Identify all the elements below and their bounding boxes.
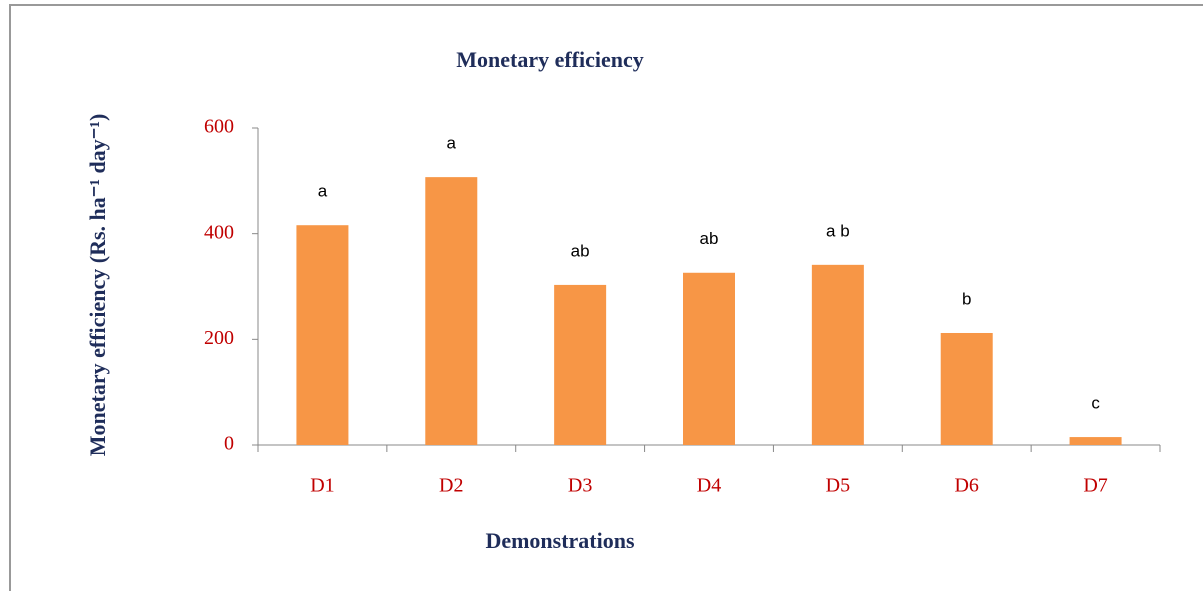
x-tick-label: D5 [826,475,850,497]
x-tick-label: D3 [568,475,592,497]
chart-frame [9,4,1203,591]
bar [425,177,478,445]
annotation: a [318,182,328,201]
y-tick-label: 400 [204,221,234,243]
y-tick-label: 200 [204,327,234,349]
x-tick-label: D7 [1083,475,1107,497]
bar [683,272,735,445]
y-axis-label: Monetary efficiency (Rs. ha⁻¹ day⁻¹) [85,114,110,457]
chart-title: Monetary efficiency [456,47,644,72]
x-tick-label: D2 [439,475,463,497]
y-tick-label: 0 [224,433,234,455]
bar [554,284,607,445]
bar [940,332,993,445]
x-axis-label: Demonstrations [485,528,635,553]
annotation: a [447,134,457,153]
bar [296,225,349,445]
x-tick-label: D4 [697,475,721,497]
x-tick-label: D6 [954,475,978,497]
y-tick-label: 600 [204,116,234,138]
annotation: ab [571,241,590,260]
annotation: c [1091,394,1100,413]
x-tick-label: D1 [310,475,334,497]
annotation: b [962,289,971,308]
annotation: ab [700,229,719,248]
bar [1069,437,1122,445]
annotation: a b [826,221,850,240]
bar [811,264,864,445]
